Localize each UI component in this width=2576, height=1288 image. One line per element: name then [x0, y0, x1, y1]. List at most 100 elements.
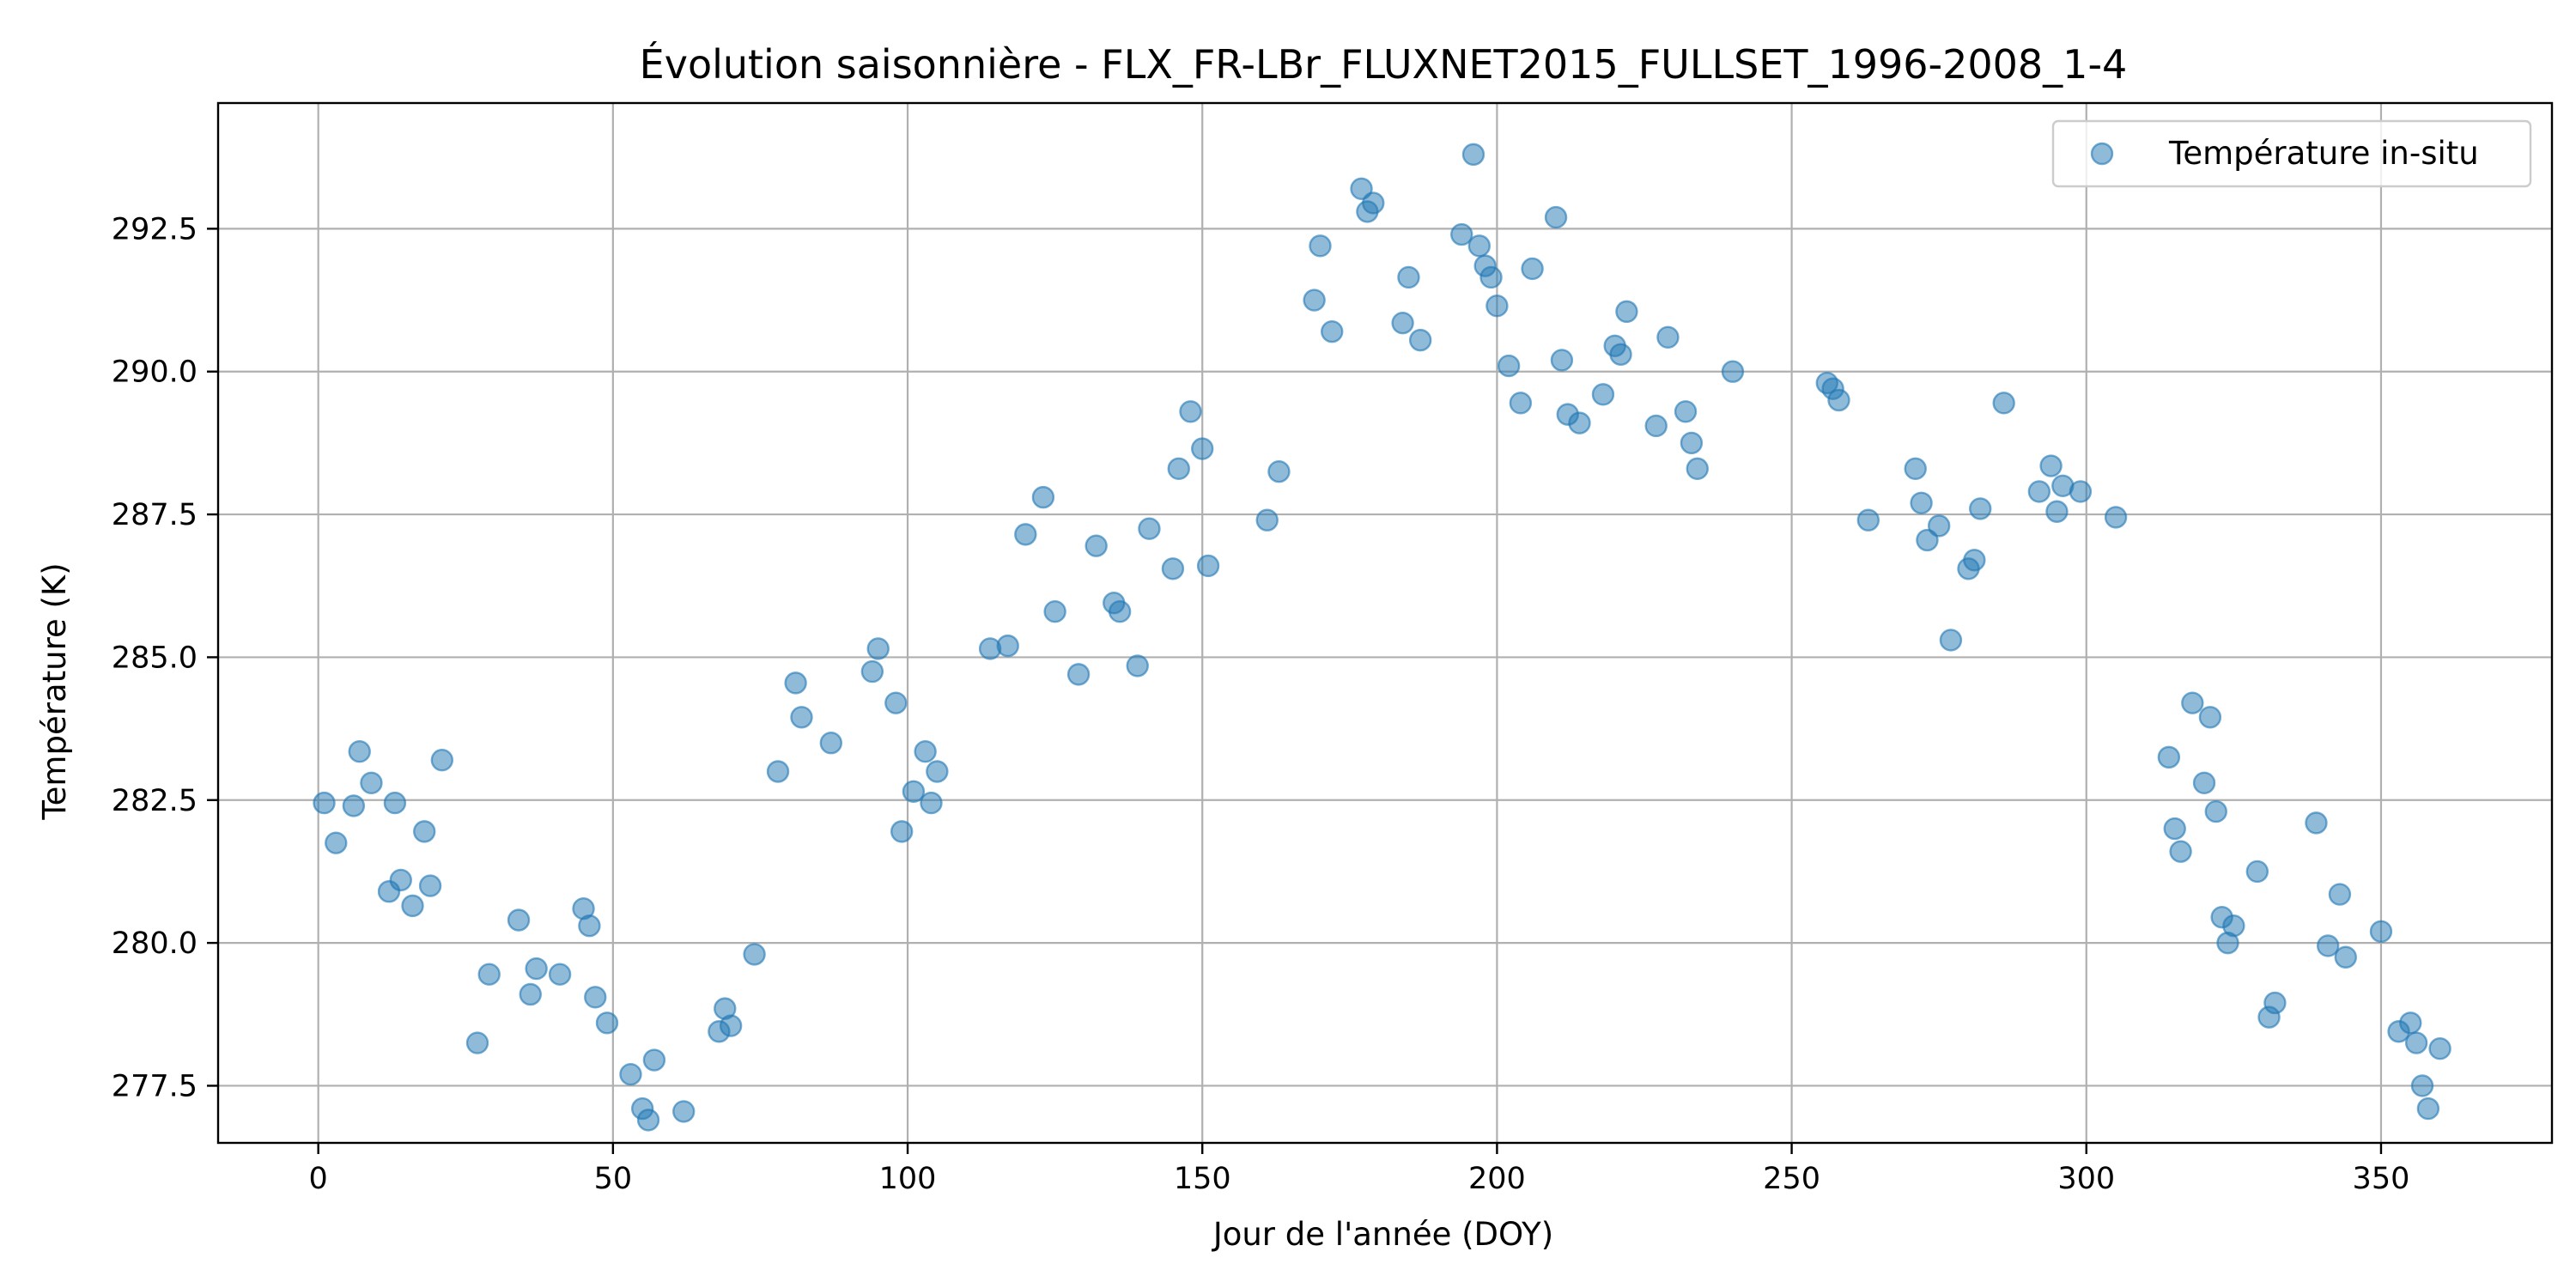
data-point: [325, 831, 348, 854]
data-point: [619, 1062, 642, 1086]
data-point: [1680, 431, 1704, 455]
data-point: [1397, 265, 1420, 289]
data-point: [1963, 549, 1986, 572]
data-point: [1031, 485, 1055, 509]
x-axis-label: Jour de l'année (DOY): [1212, 1216, 1553, 1253]
data-point: [465, 1031, 489, 1054]
data-point: [672, 1100, 696, 1123]
data-point: [1161, 557, 1185, 580]
x-tick-label: 100: [879, 1162, 937, 1196]
data-point: [719, 1014, 743, 1037]
data-point: [2334, 945, 2357, 969]
data-point: [1391, 311, 1414, 335]
data-point: [1827, 388, 1850, 412]
data-point: [642, 1048, 666, 1072]
y-tick-label: 277.5: [112, 1069, 197, 1103]
data-point: [1043, 599, 1066, 623]
data-point: [1939, 629, 1963, 652]
data-point: [920, 791, 943, 815]
data-point: [1196, 554, 1220, 578]
x-tick-label: 0: [309, 1162, 328, 1196]
data-point: [1191, 437, 1214, 460]
data-point: [578, 914, 601, 938]
y-tick-label: 285.0: [112, 641, 197, 675]
y-tick-label: 292.5: [112, 212, 197, 246]
data-point: [2192, 771, 2216, 795]
data-point: [507, 908, 531, 932]
data-point: [519, 982, 542, 1006]
data-point: [1497, 354, 1521, 378]
data-point: [1521, 257, 1544, 281]
data-point: [2169, 840, 2192, 863]
data-point: [342, 794, 366, 817]
data-point: [1255, 508, 1279, 532]
data-point: [2204, 799, 2227, 823]
data-point: [1544, 205, 1568, 229]
data-point: [1904, 457, 1927, 481]
data-point: [595, 1012, 619, 1035]
data-point: [1066, 663, 1091, 686]
data-point: [1615, 300, 1638, 324]
data-point: [360, 771, 383, 795]
data-point: [2027, 480, 2051, 503]
data-point: [1309, 234, 1332, 258]
data-point: [866, 637, 890, 660]
legend-box: [2051, 119, 2532, 188]
data-point: [1408, 328, 1432, 352]
data-point: [1126, 654, 1149, 677]
data-point: [790, 706, 813, 729]
data-point: [2416, 1097, 2440, 1121]
data-point: [2245, 860, 2269, 884]
data-point: [860, 659, 884, 683]
data-point: [2198, 706, 2222, 729]
y-axis-label: Température (K): [36, 562, 73, 820]
data-point: [2157, 745, 2181, 769]
data-point: [2069, 480, 2093, 503]
data-point: [1321, 319, 1344, 343]
data-point: [1303, 289, 1326, 312]
x-tick-label: 250: [1763, 1162, 1820, 1196]
data-point: [1591, 383, 1615, 406]
legend-marker: [2090, 142, 2114, 166]
y-tick-label: 287.5: [112, 498, 197, 532]
data-point: [1644, 414, 1668, 438]
data-point: [1969, 497, 1992, 520]
legend-label: Température in-situ: [2168, 135, 2479, 172]
data-point: [2328, 883, 2352, 906]
data-point: [584, 986, 607, 1009]
data-point: [1084, 534, 1108, 557]
x-tick-label: 300: [2057, 1162, 2115, 1196]
data-point: [743, 943, 766, 966]
data-point: [1609, 343, 1632, 366]
data-point: [784, 671, 807, 695]
data-point: [1362, 191, 1385, 215]
data-point: [1461, 143, 1485, 167]
y-axis-ticks: 277.5 280.0 282.5 285.0 287.5 290.0 292.5: [112, 212, 218, 1103]
data-point: [1856, 508, 1880, 532]
data-point: [1108, 599, 1132, 623]
data-point: [2369, 920, 2393, 944]
data-point: [1179, 400, 1202, 423]
data-point: [1686, 457, 1709, 481]
data-point: [1910, 491, 1933, 514]
data-point: [1568, 411, 1591, 434]
data-point: [902, 780, 926, 803]
data-point: [313, 791, 336, 815]
data-point: [525, 957, 548, 981]
data-point: [766, 760, 790, 783]
data-point: [1485, 295, 1509, 318]
data-point: [2104, 506, 2128, 529]
data-point: [348, 740, 371, 763]
data-point: [430, 748, 454, 772]
data-point: [926, 760, 949, 783]
data-point: [1267, 459, 1291, 483]
scatter-points: [313, 143, 2451, 1132]
grid-lines: [218, 103, 2552, 1143]
data-point: [914, 740, 937, 763]
data-point: [636, 1109, 660, 1132]
data-point: [2045, 500, 2069, 523]
data-point: [1167, 457, 1190, 481]
x-tick-label: 150: [1174, 1162, 1231, 1196]
data-point: [1721, 360, 1745, 383]
